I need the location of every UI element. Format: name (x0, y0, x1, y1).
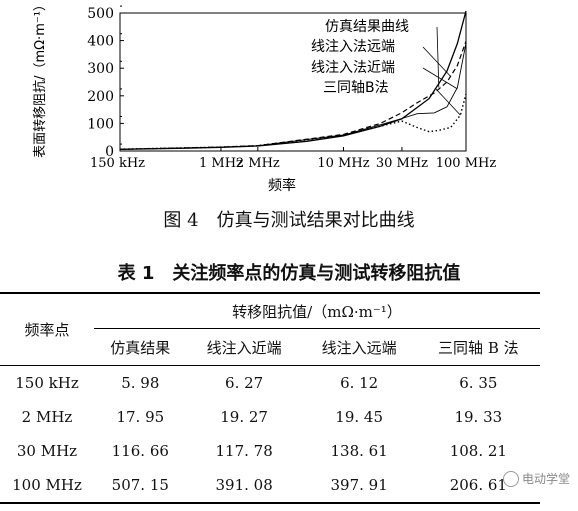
cell-value: 6. 12 (340, 374, 379, 392)
cell-value: 108. 21 (449, 442, 507, 460)
cell-value: 6. 35 (459, 374, 498, 392)
row-header: 频率点 (0, 293, 94, 366)
cell-value: 117. 78 (215, 442, 273, 460)
x-tick-label: 10 MHz (317, 156, 369, 171)
y-tick-label: 200 (87, 89, 114, 105)
legend-leader (436, 26, 440, 88)
legend-label: 线注入法近端 (311, 60, 395, 76)
y-axis-label: 表面转移阻抗/（mΩ·m⁻¹） (33, 0, 48, 158)
cell-value: 19. 27 (220, 408, 268, 426)
x-axis-label: 频率 (268, 177, 296, 194)
y-tick-label: 500 (87, 6, 114, 22)
cell-value: 19. 45 (335, 408, 383, 426)
cell-freq: 150 kHz (15, 374, 79, 392)
cell-value: 507. 15 (94, 468, 187, 504)
col-header-sim: 仿真结果 (94, 328, 187, 366)
chart-series (119, 10, 467, 150)
y-tick-label: 0 (105, 144, 114, 160)
watermark-text: 电动学堂 (521, 472, 570, 486)
watermark: 电动学堂 (502, 470, 570, 487)
wechat-logo-icon (502, 470, 519, 487)
cell-freq: 30 MHz (16, 442, 78, 460)
col-header-far: 线注入远端 (301, 328, 417, 366)
plot-frame (119, 12, 467, 152)
table-title: 表 1 关注频率点的仿真与测试转移阻抗值 (117, 263, 461, 284)
cell-value: 5. 98 (121, 374, 160, 392)
x-tick-label: 100 MHz (436, 156, 497, 171)
col-header-near: 线注入近端 (186, 328, 302, 366)
y-tick-label: 300 (87, 61, 114, 77)
series-line (119, 93, 467, 150)
table-row: 30 MHz 116. 66 117. 78 138. 61 108. 21 (0, 434, 540, 468)
cell-freq: 100 MHz (0, 468, 94, 504)
series-line (119, 40, 467, 150)
x-tick-label: 2 MHz (236, 156, 280, 171)
table-row: 100 MHz 507. 15 391. 08 397. 91 206. 61 (0, 468, 540, 504)
cell-value: 19. 33 (454, 408, 503, 426)
figure-caption: 图 4 仿真与测试结果对比曲线 (163, 210, 415, 231)
x-tick-label: 150 kHz (90, 156, 145, 171)
x-tick-label: 30 MHz (376, 156, 428, 171)
legend-label: 仿真结果曲线 (325, 19, 409, 35)
y-tick-label: 100 (87, 116, 114, 132)
series-line (119, 10, 467, 150)
cell-value: 6. 27 (225, 374, 264, 392)
legend-leader (422, 46, 451, 77)
cell-value: 397. 91 (301, 468, 417, 504)
cell-freq: 2 MHz (21, 408, 73, 426)
results-table: 频率点 转移阻抗值/（mΩ·m⁻¹） 仿真结果 线注入近端 线注入远端 三同轴 … (0, 292, 540, 504)
cell-value: 116. 66 (111, 442, 169, 460)
legend-leader (422, 67, 458, 90)
legend-leader (434, 87, 461, 116)
table-row: 2 MHz 17. 95 19. 27 19. 45 19. 33 (0, 400, 540, 434)
cell-value: 17. 95 (116, 408, 165, 426)
table-row: 150 kHz 5. 98 6. 27 6. 12 6. 35 (0, 366, 540, 401)
series-line (119, 43, 467, 150)
col-header-triax: 三同轴 B 法 (416, 328, 540, 366)
y-tick-label: 400 (87, 34, 114, 50)
cell-value: 206. 61 (416, 468, 540, 504)
group-header: 转移阻抗值/（mΩ·m⁻¹） (94, 293, 540, 329)
legend-label: 线注入法远端 (311, 39, 395, 55)
legend-label: 三同轴B法 (323, 80, 389, 96)
cell-value: 138. 61 (330, 442, 388, 460)
x-tick-label: 1 MHz (199, 156, 243, 171)
cell-value: 391. 08 (186, 468, 302, 504)
